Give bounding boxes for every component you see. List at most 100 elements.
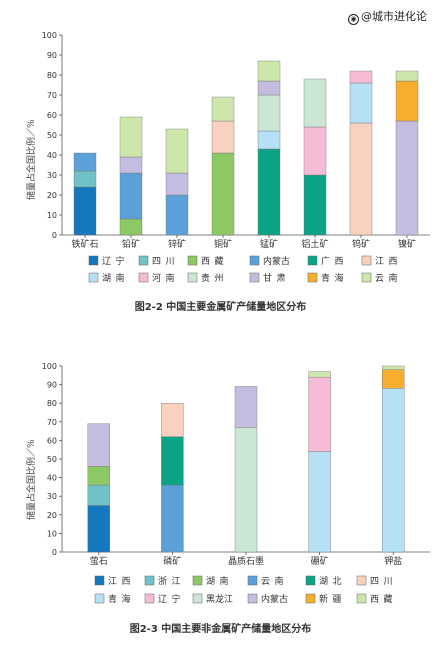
bar-segment (308, 376, 331, 452)
bar-segment (234, 386, 258, 428)
legend-label: 云 南 (375, 272, 398, 284)
legend-swatch (94, 593, 105, 604)
legend-label: 湖 北 (319, 576, 342, 587)
legend-label: 西 藏 (201, 255, 224, 267)
chart-caption-2: 图2-3 中国主要非金属矿产储量地区分布 (129, 624, 312, 635)
category-label: 铜矿 (214, 238, 232, 250)
bar-segment (382, 388, 405, 553)
bar-segment (234, 427, 258, 553)
bar-segment (73, 186, 97, 236)
legend-swatch (192, 575, 203, 586)
category-label: 锌矿 (168, 238, 186, 250)
legend-swatch (88, 255, 99, 266)
legend-swatch (305, 575, 316, 586)
bar-segment (303, 78, 327, 128)
y-tick-label: 80 (47, 71, 57, 80)
y-tick-label: 90 (47, 381, 57, 390)
bar-segment (119, 172, 143, 220)
legend-label: 湖 南 (102, 272, 125, 284)
legend-label: 辽 宁 (102, 255, 125, 267)
bar-segment (73, 170, 97, 188)
legend-swatch (361, 255, 372, 266)
y-tick-label: 40 (47, 151, 57, 160)
y-tick-label: 20 (47, 191, 57, 200)
bar-segment (165, 194, 189, 236)
y-tick-label: 10 (47, 529, 57, 538)
category-label: 晶质石墨 (228, 555, 264, 567)
bar-segment (395, 80, 419, 122)
bar-segment (303, 174, 327, 236)
legend-swatch (356, 593, 367, 604)
bar-segment (211, 152, 235, 236)
y-tick-label: 0 (52, 231, 57, 240)
legend-swatch (144, 593, 155, 604)
category-label: 磷矿 (163, 555, 181, 567)
bar-segment (211, 120, 235, 154)
y-tick-label: 10 (47, 211, 57, 220)
bar-segment (349, 122, 373, 236)
bar-segment (382, 365, 405, 370)
legend-label: 甘 肃 (263, 272, 286, 284)
bar-segment (211, 96, 235, 122)
legend-swatch (94, 575, 105, 586)
y-tick-label: 70 (47, 91, 57, 100)
bar-segment (257, 94, 281, 132)
legend-swatch (138, 272, 149, 283)
y-tick-label: 0 (52, 548, 57, 557)
y-tick-label: 100 (42, 362, 57, 371)
bar-segment (161, 403, 184, 437)
watermark: ◉ @城市进化论 (348, 8, 427, 25)
bar-segment (257, 148, 281, 236)
legend-swatch (138, 255, 149, 266)
category-label: 钨矿 (352, 238, 370, 250)
y-tick-label: 60 (47, 111, 57, 120)
weibo-icon: ◉ (348, 14, 359, 25)
legend-swatch (249, 272, 260, 283)
legend-label: 湖 南 (206, 575, 229, 587)
legend-label: 江 西 (375, 256, 398, 267)
bar-segment (119, 116, 143, 158)
legend-swatch (88, 272, 99, 283)
bar-segment (161, 484, 184, 553)
legend-label: 黑龙江 (206, 593, 233, 605)
legend-swatch (144, 575, 155, 586)
bar-segment (395, 120, 419, 236)
legend-swatch (247, 575, 258, 586)
legend-label: 新 疆 (319, 593, 342, 605)
legend-swatch (361, 272, 372, 283)
y-tick-label: 20 (47, 511, 57, 520)
chart-nonmetal-ores: 0 10 20 30 40 50 60 70 80 90 100 萤石 磷矿 晶质石墨 硼矿 钾盐江 西 浙 江… (42, 362, 430, 605)
bar-segment (119, 156, 143, 174)
category-label: 铅矿 (122, 238, 140, 250)
bar-segment (73, 152, 97, 172)
y-tick-label: 50 (47, 131, 57, 140)
category-label: 铝土矿 (301, 238, 328, 250)
legend-label: 辽 宁 (158, 593, 181, 605)
chart-caption-1: 图2-2 中国主要金属矿产储量地区分布 (134, 302, 307, 313)
bar-segment (303, 126, 327, 176)
legend-swatch (307, 255, 318, 266)
bar-segment (257, 60, 281, 82)
bar-segment (349, 70, 373, 84)
watermark-text: @城市进化论 (361, 10, 427, 23)
bar-segment (87, 466, 111, 486)
bar-segment (165, 172, 189, 196)
y-tick-label: 100 (42, 31, 57, 40)
category-label: 铁矿石 (71, 238, 98, 250)
category-label: 镍矿 (398, 238, 416, 250)
legend-swatch (187, 255, 198, 266)
bar-segment (119, 218, 143, 236)
legend-swatch (249, 255, 260, 266)
bar-segment (257, 130, 281, 150)
legend-label: 四 川 (370, 577, 393, 587)
y-tick-label: 30 (47, 492, 57, 501)
bar-segment (87, 484, 111, 506)
chart-metal-ores: 0 10 20 30 40 50 60 70 80 90 100 铁矿石 铅矿 锌矿 铜矿 锰矿 铝土矿 钨矿 镍矿… (42, 31, 430, 284)
legend-label: 贵 州 (201, 272, 224, 284)
legend-label: 江 西 (108, 576, 131, 587)
y-tick-label: 90 (47, 51, 57, 60)
y-tick-label: 50 (47, 455, 57, 464)
legend-label: 云 南 (261, 575, 284, 587)
bar-segment (308, 451, 331, 553)
